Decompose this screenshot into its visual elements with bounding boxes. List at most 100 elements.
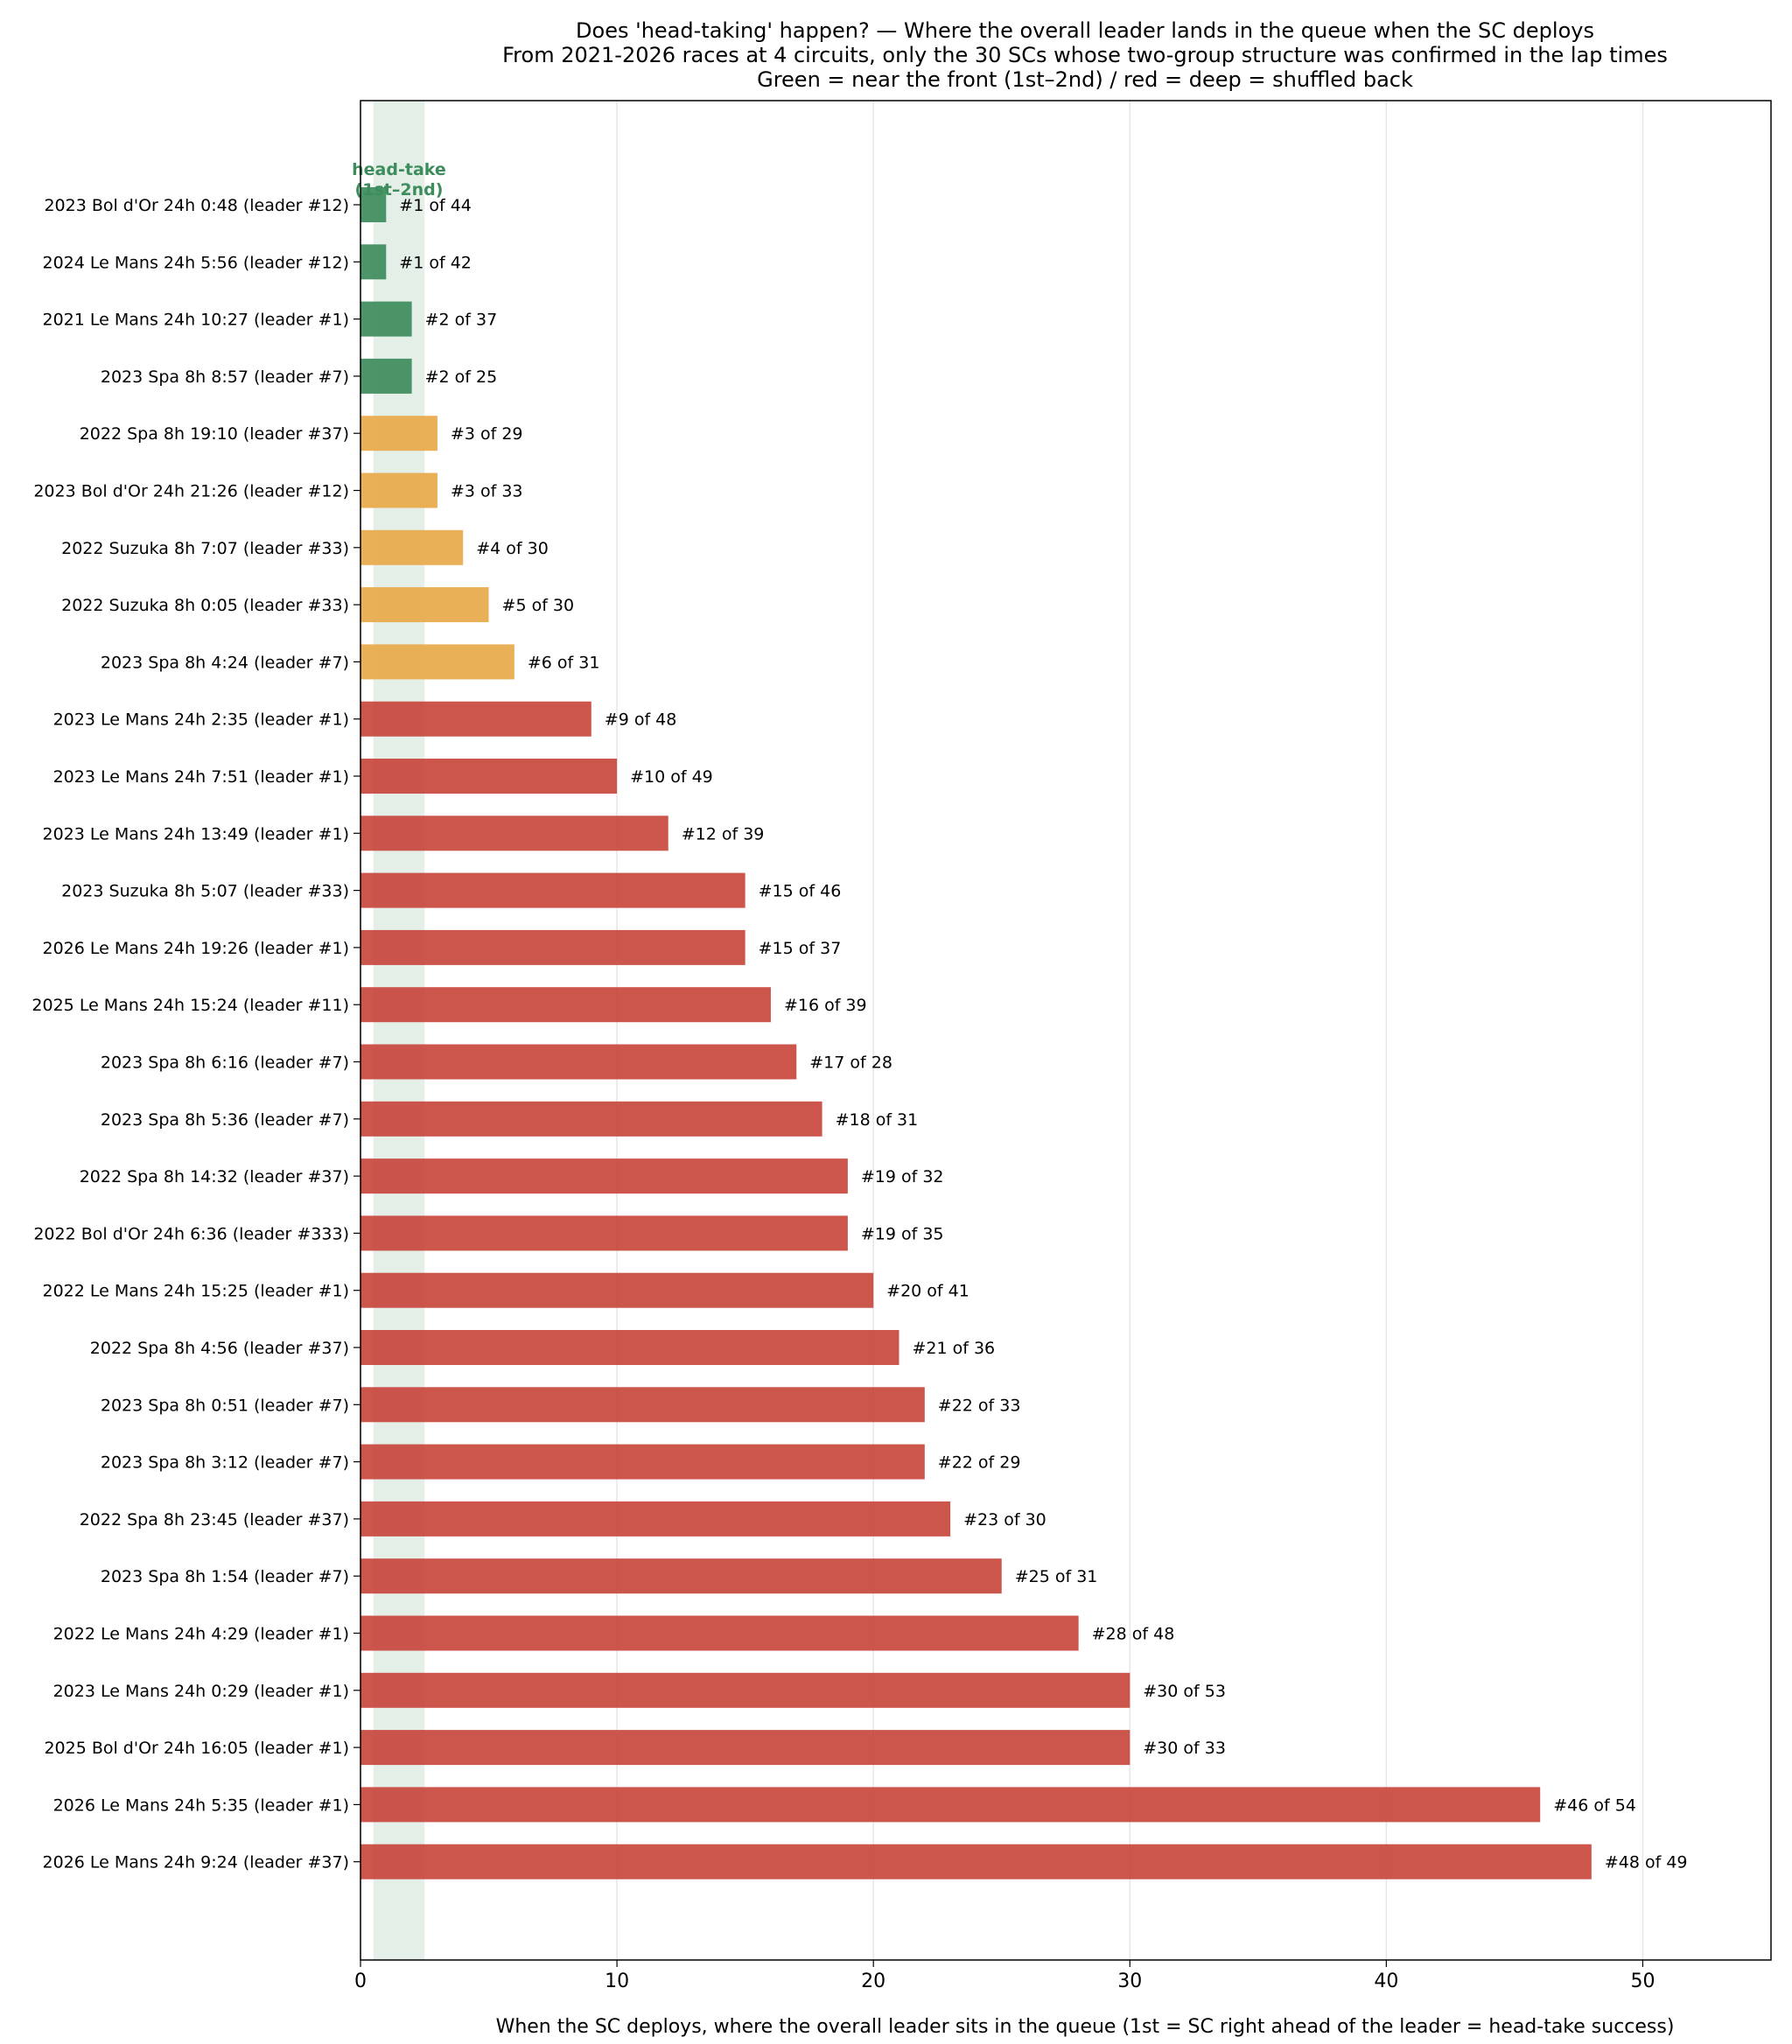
x-axis-label: When the SC deploys, where the overall l… <box>496 2016 1675 2038</box>
bar-value-label: #16 of 39 <box>784 996 867 1015</box>
y-tick-label: 2023 Bol d'Or 24h 0:48 (leader #12) <box>44 196 349 215</box>
y-tick-label: 2022 Spa 8h 23:45 (leader #37) <box>80 1510 349 1530</box>
bar <box>360 1330 900 1365</box>
bar-value-label: #18 of 31 <box>836 1110 919 1130</box>
y-tick-label: 2022 Suzuka 8h 7:07 (leader #33) <box>61 539 349 558</box>
bar <box>360 1615 1079 1651</box>
x-tick-label: 40 <box>1374 1970 1398 1992</box>
y-tick-label: 2023 Le Mans 24h 2:35 (leader #1) <box>53 710 349 730</box>
y-tick-label: 2023 Spa 8h 8:57 (leader #7) <box>101 368 349 387</box>
bar-value-label: #9 of 48 <box>605 710 677 730</box>
bar <box>360 587 489 623</box>
bar <box>360 1387 925 1423</box>
y-tick-label: 2024 Le Mans 24h 5:56 (leader #12) <box>43 253 350 272</box>
y-tick-label: 2026 Le Mans 24h 19:26 (leader #1) <box>43 939 350 958</box>
bar <box>360 872 746 908</box>
bar <box>360 1444 925 1480</box>
title-line-3: Green = near the front (1st–2nd) / red =… <box>757 67 1413 92</box>
x-tick-label: 50 <box>1630 1970 1655 1992</box>
bar-value-label: #17 of 28 <box>809 1054 892 1073</box>
bar <box>360 301 412 337</box>
head-take-label: head-take <box>352 160 446 179</box>
x-tick-label: 20 <box>861 1970 886 1992</box>
bar-value-label: #3 of 33 <box>451 482 523 501</box>
bar <box>360 929 746 965</box>
y-tick-label: 2022 Le Mans 24h 15:25 (leader #1) <box>43 1282 350 1301</box>
bar <box>360 1558 1002 1594</box>
bar-value-label: #1 of 44 <box>399 196 472 215</box>
y-tick-label: 2023 Le Mans 24h 7:51 (leader #1) <box>53 767 349 787</box>
title-line-2: From 2021-2026 races at 4 circuits, only… <box>502 43 1668 67</box>
bar <box>360 416 438 452</box>
bar <box>360 358 412 394</box>
y-tick-label: 2026 Le Mans 24h 9:24 (leader #37) <box>43 1853 350 1872</box>
bar <box>360 1272 874 1308</box>
y-tick-label: 2023 Spa 8h 6:16 (leader #7) <box>101 1054 349 1073</box>
bar-value-label: #30 of 53 <box>1143 1682 1226 1701</box>
bar-value-label: #30 of 33 <box>1143 1739 1226 1758</box>
bar-value-label: #22 of 29 <box>938 1453 1021 1473</box>
bar <box>360 759 618 794</box>
head-take-label-range: (1st–2nd) <box>355 180 444 200</box>
bar <box>360 1158 848 1194</box>
y-tick-label: 2023 Le Mans 24h 0:29 (leader #1) <box>53 1682 349 1701</box>
y-tick-label: 2023 Spa 8h 1:54 (leader #7) <box>101 1567 349 1586</box>
bar <box>360 816 668 851</box>
bar-value-label: #46 of 54 <box>1553 1796 1636 1815</box>
y-tick-label: 2025 Bol d'Or 24h 16:05 (leader #1) <box>44 1739 349 1758</box>
bar <box>360 1844 1592 1880</box>
bar-value-label: #10 of 49 <box>630 767 713 787</box>
bar-value-label: #5 of 30 <box>502 596 575 615</box>
bar <box>360 1501 951 1536</box>
bar-value-label: #2 of 25 <box>425 368 498 387</box>
y-tick-label: 2022 Suzuka 8h 0:05 (leader #33) <box>61 596 349 615</box>
bar-value-label: #20 of 41 <box>886 1282 970 1301</box>
bar <box>360 1044 797 1080</box>
bar-value-label: #6 of 31 <box>528 653 600 672</box>
y-tick-label: 2023 Spa 8h 4:24 (leader #7) <box>101 653 349 672</box>
y-tick-label: 2023 Spa 8h 0:51 (leader #7) <box>101 1396 349 1415</box>
bar-value-label: #3 of 29 <box>451 424 523 444</box>
bar-value-label: #19 of 32 <box>861 1167 944 1186</box>
y-tick-label: 2023 Spa 8h 5:36 (leader #7) <box>101 1110 349 1130</box>
bar-value-label: #12 of 39 <box>682 824 765 844</box>
x-tick-label: 30 <box>1117 1970 1142 1992</box>
bar <box>360 1672 1130 1708</box>
bar-value-label: #25 of 31 <box>1015 1567 1098 1586</box>
bar <box>360 1101 822 1137</box>
bar <box>360 187 387 222</box>
bar-value-label: #21 of 36 <box>912 1339 995 1358</box>
bar <box>360 644 514 680</box>
plot-area: #1 of 44 2023 Bol d'Or 24h 0:48 (leader #… <box>32 100 1772 1992</box>
y-tick-label: 2022 Spa 8h 19:10 (leader #37) <box>80 424 349 444</box>
bar <box>360 529 464 565</box>
bar-value-label: #15 of 37 <box>759 939 842 958</box>
title-line-1: Does 'head-taking' happen? — Where the o… <box>576 18 1594 43</box>
y-tick-label: 2022 Le Mans 24h 4:29 (leader #1) <box>53 1625 349 1644</box>
bar-value-label: #23 of 30 <box>963 1510 1046 1530</box>
bar <box>360 472 438 508</box>
y-tick-label: 2022 Bol d'Or 24h 6:36 (leader #333) <box>33 1224 349 1243</box>
y-tick-label: 2023 Spa 8h 3:12 (leader #7) <box>101 1453 349 1473</box>
bar-value-label: #22 of 33 <box>938 1396 1021 1415</box>
x-tick-label: 10 <box>605 1970 629 1992</box>
plot-frame <box>360 100 1772 1961</box>
bar-value-label: #15 of 46 <box>759 882 842 901</box>
y-tick-label: 2022 Spa 8h 14:32 (leader #37) <box>80 1167 349 1186</box>
x-tick-label: 0 <box>354 1970 367 1992</box>
y-tick-label: 2022 Spa 8h 4:56 (leader #37) <box>90 1339 349 1358</box>
bar <box>360 701 592 737</box>
bar-value-label: #4 of 30 <box>476 539 549 558</box>
bar <box>360 1787 1541 1823</box>
y-tick-label: 2023 Bol d'Or 24h 21:26 (leader #12) <box>33 482 349 501</box>
bar <box>360 244 387 280</box>
bar-value-label: #2 of 37 <box>425 311 498 330</box>
y-tick-label: 2023 Suzuka 8h 5:07 (leader #33) <box>61 882 349 901</box>
bar-value-label: #19 of 35 <box>861 1224 944 1243</box>
y-tick-label: 2025 Le Mans 24h 15:24 (leader #11) <box>32 996 349 1015</box>
bar-value-label: #1 of 42 <box>399 253 472 272</box>
y-tick-label: 2021 Le Mans 24h 10:27 (leader #1) <box>43 311 350 330</box>
bar <box>360 1215 848 1251</box>
bar-value-label: #48 of 49 <box>1605 1853 1688 1872</box>
y-tick-label: 2023 Le Mans 24h 13:49 (leader #1) <box>43 824 350 844</box>
